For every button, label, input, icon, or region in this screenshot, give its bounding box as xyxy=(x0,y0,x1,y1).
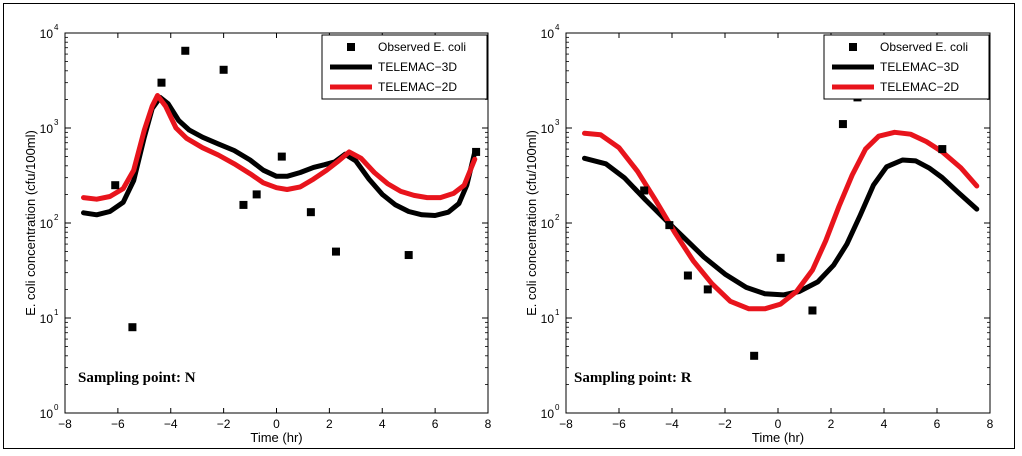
y-tick-label: 10 xyxy=(541,217,555,231)
observed-point xyxy=(239,200,248,209)
observed-point xyxy=(331,247,340,256)
y-tick-exponent: 1 xyxy=(555,308,560,317)
x-tick-label: −2 xyxy=(217,417,231,431)
observed-point xyxy=(128,323,137,332)
x-tick-label: 8 xyxy=(485,417,492,431)
observed-point xyxy=(665,221,674,230)
observed-point xyxy=(404,251,413,260)
y-axis-label: E. coli concentration (cfu/100ml) xyxy=(524,130,539,316)
observed-point xyxy=(111,181,120,190)
observed-point xyxy=(306,208,315,217)
y-tick-label: 10 xyxy=(40,217,54,231)
legend-label: Observed E. coli xyxy=(880,40,968,54)
legend-label: TELEMAC−3D xyxy=(378,60,457,74)
observed-point xyxy=(703,285,712,294)
legend: Observed E. coli TELEMAC−3D TELEMAC−2D xyxy=(823,34,990,100)
y-tick-label: 10 xyxy=(40,122,54,136)
observed-point xyxy=(938,145,947,154)
x-tick-label: −8 xyxy=(559,417,573,431)
series-group xyxy=(582,93,980,360)
y-tick-label: 10 xyxy=(541,27,555,41)
observed-point xyxy=(838,120,847,129)
y-axis-label: E. coli concentration (cfu/100ml) xyxy=(23,130,38,316)
x-tick-label: 6 xyxy=(934,417,941,431)
observed-point xyxy=(277,152,286,161)
y-tick-label: 10 xyxy=(40,407,54,421)
x-axis-label: Time (hr) xyxy=(752,430,804,445)
y-tick-exponent: 3 xyxy=(555,118,560,127)
x-tick-label: 8 xyxy=(987,417,994,431)
x-tick-label: −2 xyxy=(718,417,732,431)
x-tick-label: 2 xyxy=(326,417,333,431)
series-line-telemac-2d xyxy=(582,129,980,312)
y-tick-label: 10 xyxy=(40,312,54,326)
x-tick-label: −6 xyxy=(111,417,125,431)
legend-label: TELEMAC−2D xyxy=(880,80,959,94)
x-tick-label: −4 xyxy=(665,417,679,431)
x-tick-label: 6 xyxy=(432,417,439,431)
legend-label: TELEMAC−3D xyxy=(880,60,959,74)
x-tick-label: 4 xyxy=(881,417,888,431)
observed-point xyxy=(683,271,692,280)
observed-point xyxy=(808,306,817,315)
sampling-point-annotation: Sampling point: R xyxy=(574,370,692,386)
x-tick-label: −4 xyxy=(164,417,178,431)
y-tick-exponent: 0 xyxy=(54,403,59,412)
y-tick-exponent: 0 xyxy=(555,403,560,412)
x-tick-label: −8 xyxy=(58,417,72,431)
observed-point xyxy=(472,147,481,156)
observed-point xyxy=(157,78,166,87)
x-tick-label: −6 xyxy=(612,417,626,431)
x-tick-label: 0 xyxy=(273,417,280,431)
y-tick-label: 10 xyxy=(40,27,54,41)
series-line-telemac-2d xyxy=(81,93,478,202)
y-tick-exponent: 4 xyxy=(555,23,560,32)
legend: Observed E. coli TELEMAC−3D TELEMAC−2D xyxy=(321,34,488,100)
observed-point xyxy=(640,186,649,195)
y-tick-exponent: 2 xyxy=(555,213,560,222)
x-tick-label: 0 xyxy=(775,417,782,431)
legend-label: TELEMAC−2D xyxy=(378,80,457,94)
observed-point xyxy=(252,190,261,199)
y-tick-label: 10 xyxy=(541,407,555,421)
observed-point xyxy=(776,253,785,262)
x-tick-label: 4 xyxy=(379,417,386,431)
observed-point xyxy=(181,46,190,55)
legend-marker-observed xyxy=(849,43,857,51)
y-tick-exponent: 2 xyxy=(54,213,59,222)
series-group xyxy=(81,46,481,332)
y-tick-exponent: 4 xyxy=(54,23,59,32)
legend-label: Observed E. coli xyxy=(378,40,466,54)
sampling-point-annotation: Sampling point: N xyxy=(78,370,196,386)
x-tick-label: 2 xyxy=(828,417,835,431)
observed-point xyxy=(219,65,228,74)
y-tick-label: 10 xyxy=(541,312,555,326)
legend-marker-observed xyxy=(347,43,355,51)
observed-point xyxy=(750,351,759,360)
y-tick-exponent: 1 xyxy=(54,308,59,317)
y-tick-label: 10 xyxy=(541,122,555,136)
y-tick-exponent: 3 xyxy=(54,118,59,127)
x-axis-label: Time (hr) xyxy=(250,430,302,445)
